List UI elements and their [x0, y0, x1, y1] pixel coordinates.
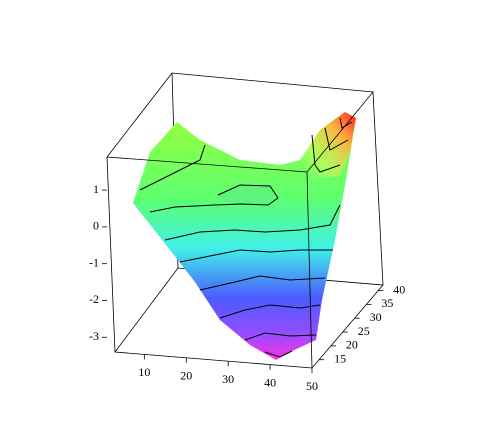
z-tick-label: 1 — [93, 182, 99, 196]
x-tick-label: 30 — [222, 372, 234, 386]
y-tick-label: 40 — [393, 282, 405, 296]
z-tick-label: -2 — [89, 292, 99, 306]
y-tick-label: 30 — [370, 310, 382, 324]
x-tick-label: 50 — [306, 379, 318, 393]
x-tick-label: 10 — [138, 365, 150, 379]
y-tick-label: 25 — [358, 324, 370, 338]
z-tick-label: 0 — [93, 219, 99, 233]
box-front — [106, 90, 384, 369]
z-tick-label: -3 — [89, 329, 99, 343]
y-tick-label: 15 — [334, 351, 346, 365]
x-tick-label: 20 — [180, 369, 192, 383]
surface — [133, 112, 356, 360]
y-tick-label: 35 — [381, 296, 393, 310]
y-tick-label: 20 — [346, 338, 358, 352]
z-tick-label: -1 — [89, 255, 99, 269]
x-tick-label: 40 — [264, 375, 276, 389]
